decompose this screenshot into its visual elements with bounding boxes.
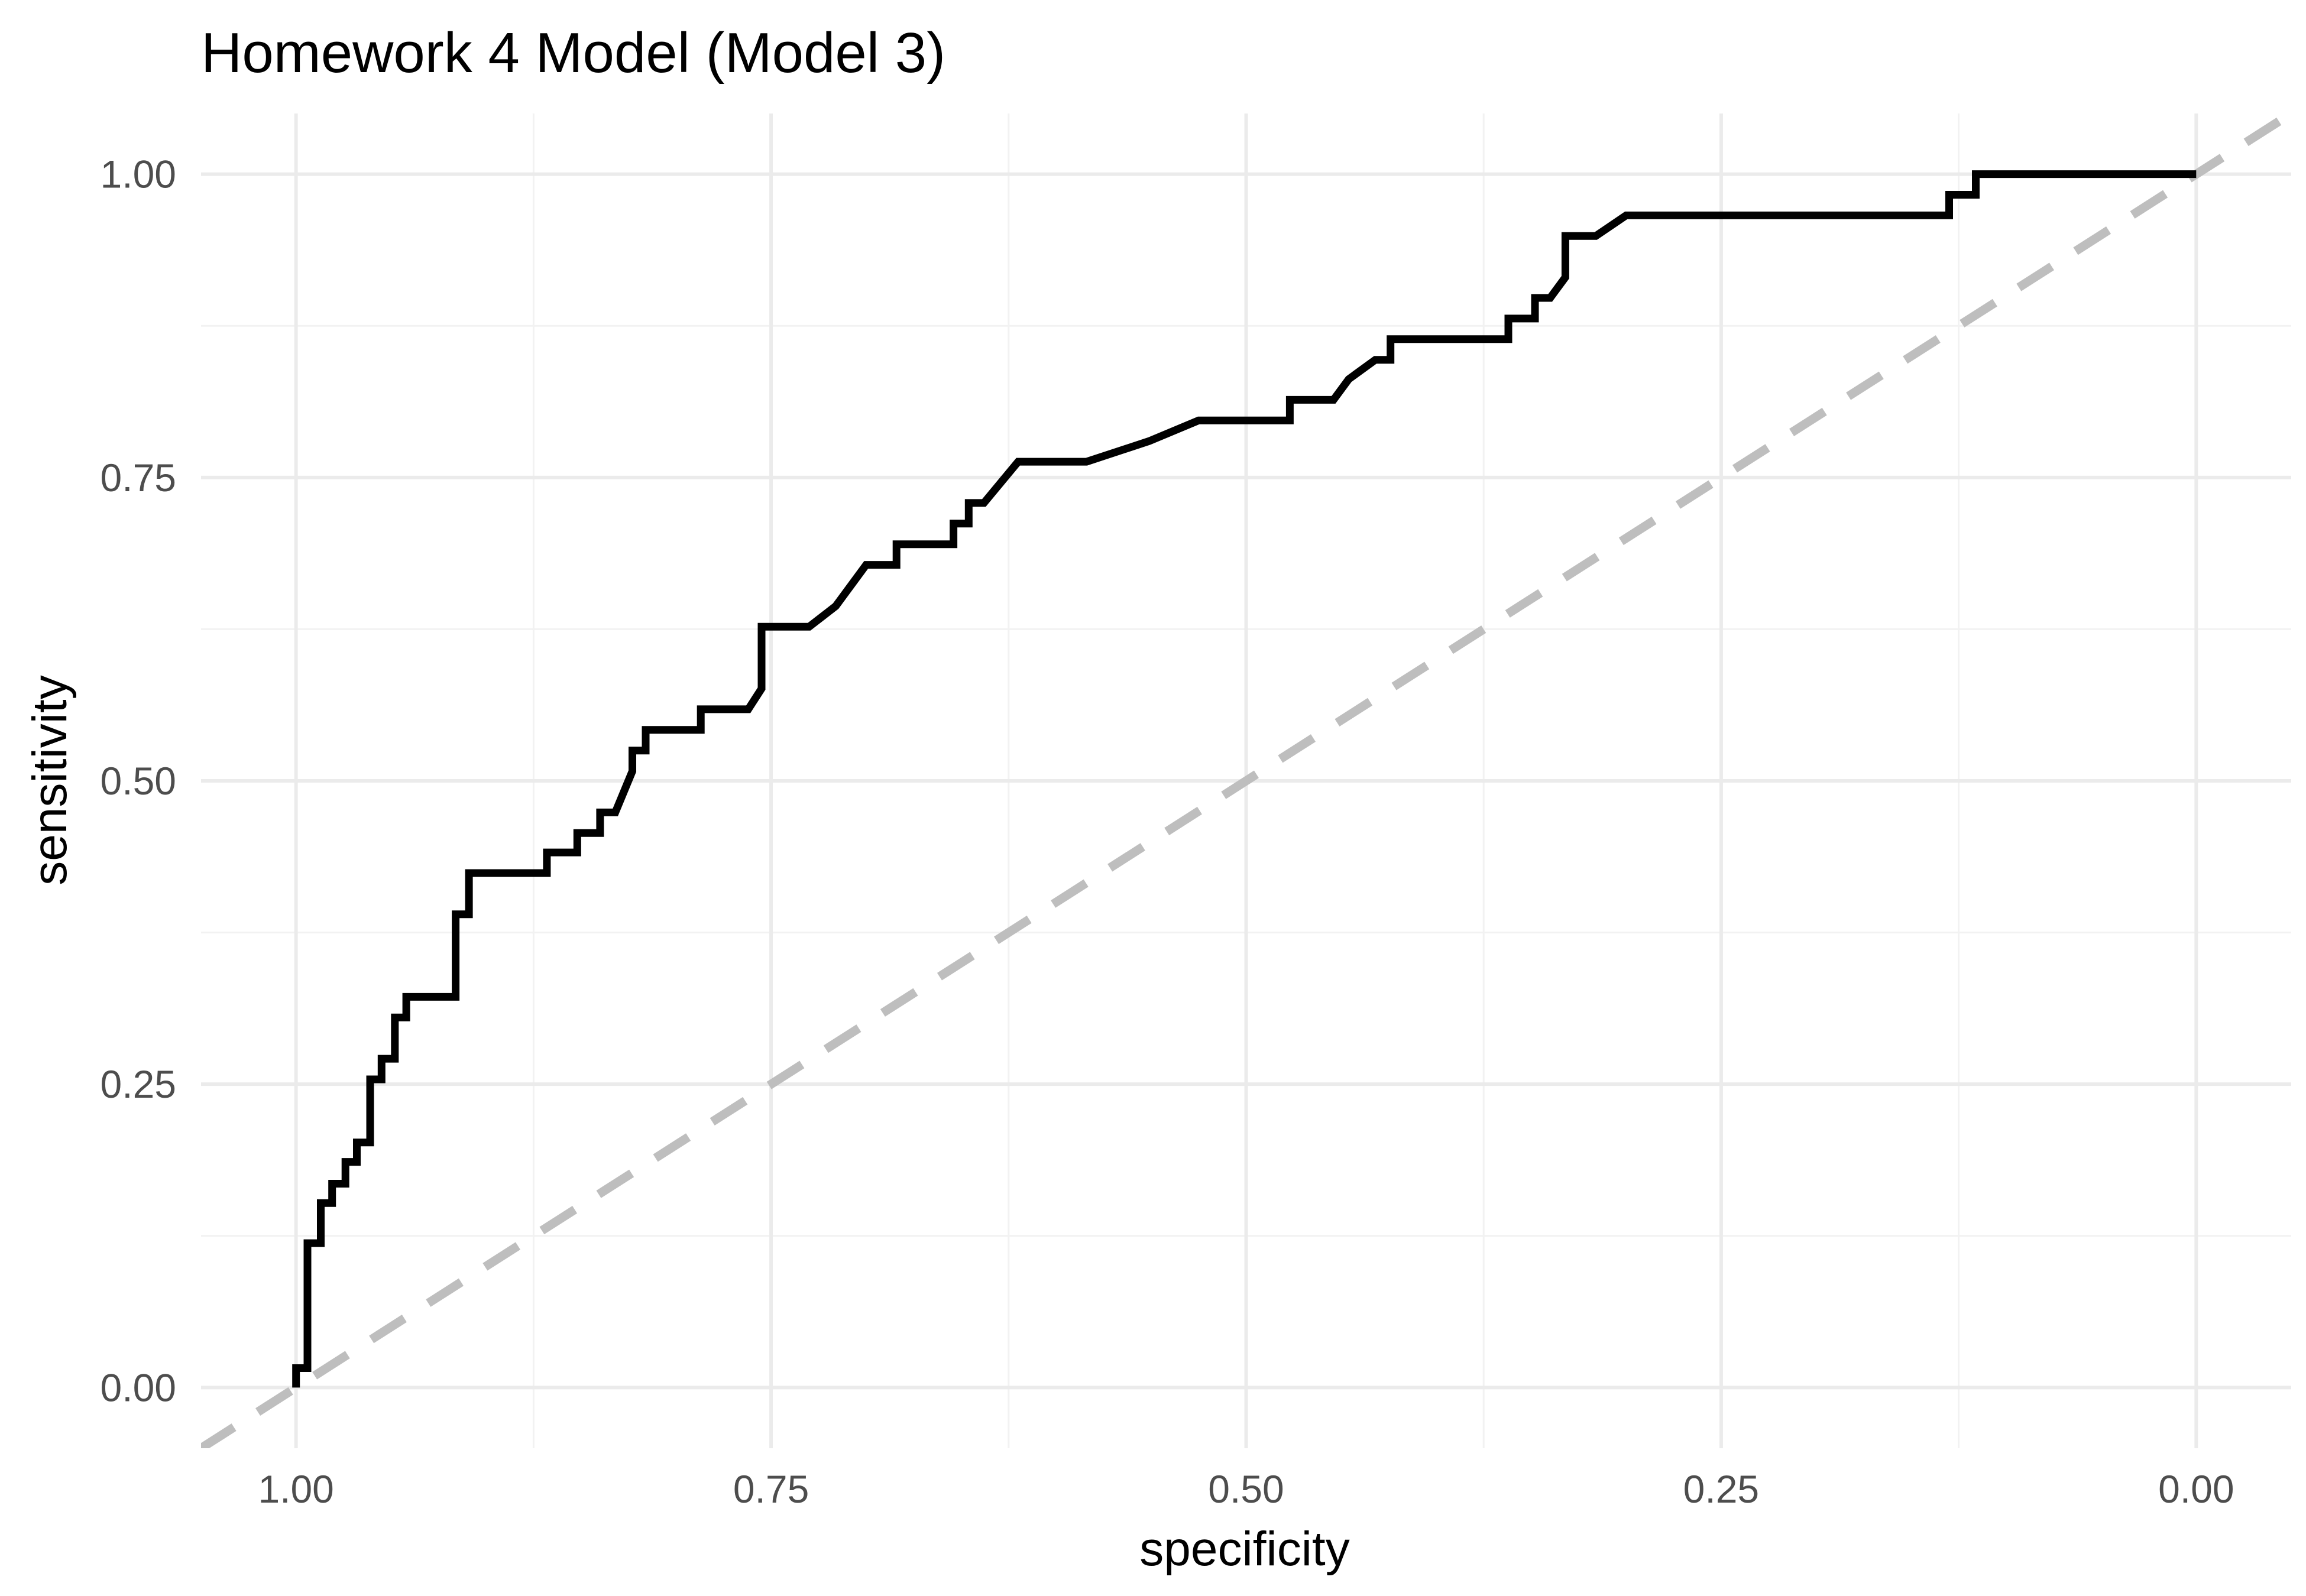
x-tick-label: 0.75 (733, 1467, 809, 1511)
x-axis-title: specificity (1139, 1522, 1349, 1576)
y-axis-title: sensitivity (23, 675, 77, 885)
x-tick-label: 0.50 (1208, 1467, 1284, 1511)
y-axis-tick-labels: 0.00 0.25 0.50 0.75 1.00 (101, 153, 176, 1410)
x-tick-label: 0.25 (1683, 1467, 1759, 1511)
y-tick-label: 0.25 (101, 1062, 176, 1106)
chart-title: Homework 4 Model (Model 3) (201, 21, 945, 85)
y-tick-label: 0.75 (101, 456, 176, 499)
x-tick-label: 1.00 (258, 1467, 333, 1511)
x-tick-label: 0.00 (2158, 1467, 2234, 1511)
x-axis-tick-labels: 1.00 0.75 0.50 0.25 0.00 (258, 1467, 2234, 1511)
y-tick-label: 1.00 (101, 153, 176, 196)
y-tick-label: 0.00 (101, 1365, 176, 1409)
y-tick-label: 0.50 (101, 759, 176, 803)
